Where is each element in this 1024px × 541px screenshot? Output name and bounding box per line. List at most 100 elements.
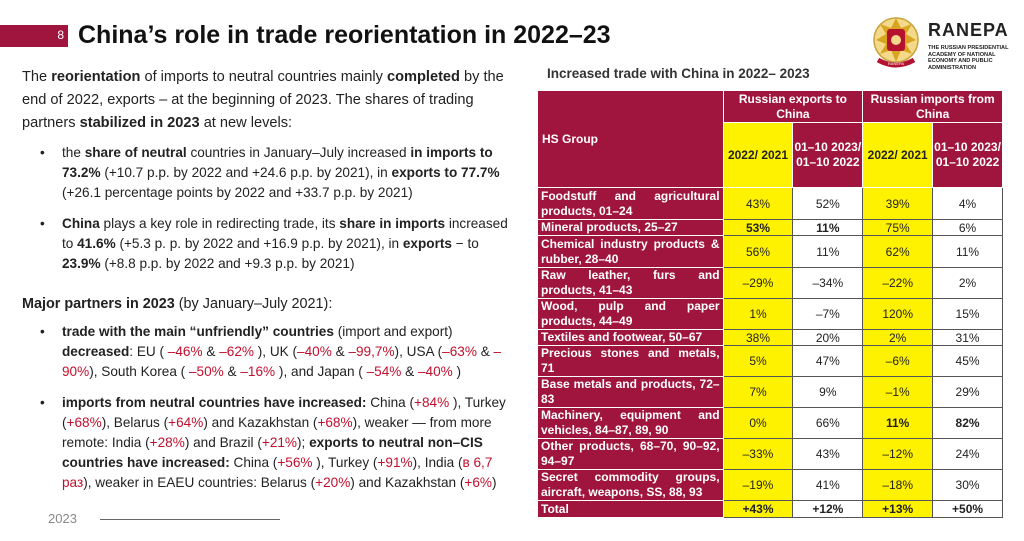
hs-group-header: HS Group	[537, 90, 724, 188]
cell-exports-2022: 5%	[722, 345, 794, 377]
cell-imports-2023: 2%	[932, 267, 1003, 299]
cell-exports-2022: 1%	[722, 298, 794, 330]
cell-imports-2022: 39%	[862, 187, 934, 220]
imports-header: Russian imports from China	[862, 90, 1003, 123]
row-group: Textiles and footwear, 50–67	[537, 329, 724, 346]
logo-subtitle: THE RUSSIAN PRESIDENTIAL ACADEMY OF NATI…	[928, 45, 1009, 71]
cell-exports-2023: 41%	[792, 469, 864, 501]
total-imports-2022: +13%	[862, 500, 934, 518]
page-title: China’s role in trade reorientation in 2…	[78, 21, 611, 49]
cell-exports-2022: 0%	[722, 407, 794, 439]
cell-imports-2023: 24%	[932, 438, 1003, 470]
cell-imports-2023: 31%	[932, 329, 1003, 346]
footer-divider	[100, 519, 280, 520]
cell-exports-2023: 11%	[792, 235, 864, 268]
table-row: Other products, 68–70, 90–92, 94–97 –33%…	[537, 438, 1003, 470]
cell-exports-2023: 66%	[792, 407, 864, 439]
cell-imports-2022: 75%	[862, 219, 934, 236]
cell-exports-2022: –19%	[722, 469, 794, 501]
imports-period-header: 01–10 2023/ 01–10 2022	[932, 122, 1003, 188]
row-group: Raw leather, furs and products, 41–43	[537, 267, 724, 299]
total-exports-2022: +43%	[722, 500, 794, 518]
cell-exports-2023: 20%	[792, 329, 864, 346]
footer-year: 2023	[48, 511, 77, 526]
cell-exports-2022: 56%	[722, 235, 794, 268]
cell-imports-2022: 62%	[862, 235, 934, 268]
page-number: 8	[57, 28, 64, 42]
row-group: Secret commodity groups, aircraft, weapo…	[537, 469, 724, 501]
cell-exports-2022: 53%	[722, 219, 794, 236]
table-row: Mineral products, 25–27 53% 11% 75% 6%	[537, 219, 1003, 236]
cell-imports-2022: –12%	[862, 438, 934, 470]
cell-exports-2022: –33%	[722, 438, 794, 470]
row-group: Base metals and products, 72–83	[537, 376, 724, 408]
page-number-badge: 8	[0, 25, 68, 47]
cell-exports-2022: 7%	[722, 376, 794, 408]
table-total-row: Total +43% +12% +13% +50%	[537, 500, 1003, 518]
cell-exports-2022: 38%	[722, 329, 794, 346]
eagle-emblem-icon: RANEPA	[873, 17, 919, 68]
row-group: Other products, 68–70, 90–92, 94–97	[537, 438, 724, 470]
logo-name: RANEPA	[928, 20, 1009, 40]
table-row: Raw leather, furs and products, 41–43 –2…	[537, 267, 1003, 299]
bullet-neutral-share: the share of neutral countries in Januar…	[22, 143, 517, 203]
total-exports-2023: +12%	[792, 500, 864, 518]
cell-imports-2022: –1%	[862, 376, 934, 408]
cell-imports-2023: 11%	[932, 235, 1003, 268]
cell-exports-2023: 9%	[792, 376, 864, 408]
cell-exports-2022: –29%	[722, 267, 794, 299]
cell-imports-2022: 120%	[862, 298, 934, 330]
table-row: Textiles and footwear, 50–67 38% 20% 2% …	[537, 329, 1003, 346]
cell-exports-2023: 43%	[792, 438, 864, 470]
total-label: Total	[537, 500, 724, 518]
cell-exports-2023: 47%	[792, 345, 864, 377]
table-row: Secret commodity groups, aircraft, weapo…	[537, 469, 1003, 501]
total-imports-2023: +50%	[932, 500, 1003, 518]
summary-bullets: the share of neutral countries in Januar…	[22, 143, 517, 274]
cell-exports-2022: 43%	[722, 187, 794, 220]
table-row: Machinery, equipment and vehicles, 84–87…	[537, 407, 1003, 439]
cell-imports-2022: 11%	[862, 407, 934, 439]
table-row: Foodstuff and agricultural products, 01–…	[537, 187, 1003, 220]
cell-imports-2022: –6%	[862, 345, 934, 377]
cell-imports-2023: 15%	[932, 298, 1003, 330]
exports-year-header: 2022/ 2021	[722, 122, 794, 188]
cell-exports-2023: –7%	[792, 298, 864, 330]
exports-header: Russian exports to China	[722, 90, 864, 123]
row-group: Mineral products, 25–27	[537, 219, 724, 236]
cell-exports-2023: 52%	[792, 187, 864, 220]
row-group: Machinery, equipment and vehicles, 84–87…	[537, 407, 724, 439]
bullet-unfriendly-trade: trade with the main “unfriendly” countri…	[22, 322, 517, 382]
cell-imports-2023: 29%	[932, 376, 1003, 408]
cell-imports-2023: 6%	[932, 219, 1003, 236]
cell-imports-2023: 4%	[932, 187, 1003, 220]
major-partners-heading: Major partners in 2023 (by January–July …	[22, 296, 333, 312]
imports-year-header: 2022/ 2021	[862, 122, 934, 188]
row-group: Wood, pulp and paper products, 44–49	[537, 298, 724, 330]
emblem-ribbon-text: RANEPA	[888, 61, 904, 66]
ranepa-logo: RANEPA RANEPA THE RUSSIAN PRESIDENTIAL A…	[868, 10, 1018, 80]
cell-imports-2022: –22%	[862, 267, 934, 299]
partner-bullets: trade with the main “unfriendly” countri…	[22, 322, 517, 493]
left-text-column: The reorientation of imports to neutral …	[22, 66, 517, 504]
cell-imports-2023: 45%	[932, 345, 1003, 377]
cell-imports-2023: 82%	[932, 407, 1003, 439]
cell-imports-2023: 30%	[932, 469, 1003, 501]
exports-period-header: 01–10 2023/ 01–10 2022	[792, 122, 864, 188]
cell-exports-2023: 11%	[792, 219, 864, 236]
row-group: Foodstuff and agricultural products, 01–…	[537, 187, 724, 220]
bullet-china-role: China plays a key role in redirecting tr…	[22, 214, 517, 274]
intro-paragraph: The reorientation of imports to neutral …	[22, 69, 504, 131]
table-title: Increased trade with China in 2022– 2023	[547, 66, 810, 81]
table-row: Wood, pulp and paper products, 44–49 1% …	[537, 298, 1003, 330]
table-row: Precious stones and metals, 71 5% 47% –6…	[537, 345, 1003, 377]
cell-imports-2022: 2%	[862, 329, 934, 346]
row-group: Precious stones and metals, 71	[537, 345, 724, 377]
table-row: Chemical industry products & rubber, 28–…	[537, 235, 1003, 268]
table-row: Base metals and products, 72–83 7% 9% –1…	[537, 376, 1003, 408]
row-group: Chemical industry products & rubber, 28–…	[537, 235, 724, 268]
cell-exports-2023: –34%	[792, 267, 864, 299]
china-trade-table: HS Group Russian exports to China Russia…	[537, 90, 1003, 518]
bullet-neutral-trade: imports from neutral countries have incr…	[22, 393, 517, 493]
cell-imports-2022: –18%	[862, 469, 934, 501]
